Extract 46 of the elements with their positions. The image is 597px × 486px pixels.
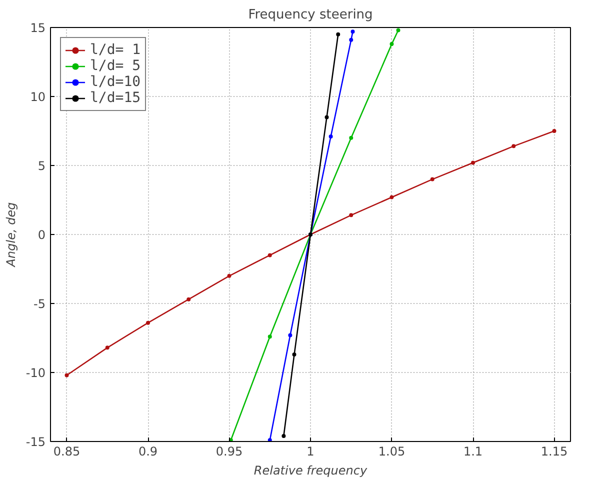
point: [268, 438, 272, 442]
chart-title: Frequency steering: [248, 8, 373, 22]
legend-label: l/d= 1: [90, 42, 141, 58]
y-axis-title: Angle, deg: [4, 202, 18, 268]
point: [349, 136, 354, 140]
x-tick-label: 1.05: [378, 444, 406, 458]
point: [349, 38, 354, 42]
point: [471, 160, 475, 165]
point: [396, 28, 400, 32]
point: [552, 129, 556, 133]
point: [146, 320, 150, 325]
point: [390, 42, 394, 46]
y-tick-label: -10: [26, 366, 46, 380]
x-tick-label: 0.9: [138, 444, 158, 458]
y-tick-label: 5: [38, 159, 46, 173]
x-tick-label: 1.1: [463, 444, 483, 458]
point: [292, 352, 296, 357]
x-tick-label: 0.85: [53, 444, 80, 458]
point: [328, 134, 333, 139]
y-tick-label: 10: [30, 90, 46, 104]
point: [390, 195, 394, 200]
y-tick-label: -5: [34, 297, 46, 311]
point: [349, 213, 354, 218]
point: [288, 333, 292, 338]
point: [105, 346, 110, 350]
y-tick-label: -15: [26, 435, 46, 449]
point: [350, 30, 355, 34]
y-tick-label: 15: [30, 21, 46, 35]
point: [512, 144, 516, 148]
point: [336, 32, 340, 36]
x-tick-label: 1: [306, 444, 314, 458]
x-tick-label: 0.95: [216, 444, 243, 458]
y-tick-label: 0: [38, 228, 46, 242]
point: [227, 274, 232, 278]
point: [64, 373, 69, 378]
legend-label: l/d= 5: [90, 58, 141, 74]
legend-label: l/d=15: [90, 90, 141, 106]
point: [268, 334, 272, 339]
point: [268, 253, 272, 258]
point: [282, 434, 286, 438]
legend-label: l/d=10: [90, 74, 141, 90]
x-tick-label: 1.15: [540, 444, 568, 458]
x-axis-title: Relative frequency: [254, 464, 368, 478]
point: [430, 177, 434, 182]
point: [186, 297, 191, 302]
point: [324, 115, 329, 120]
